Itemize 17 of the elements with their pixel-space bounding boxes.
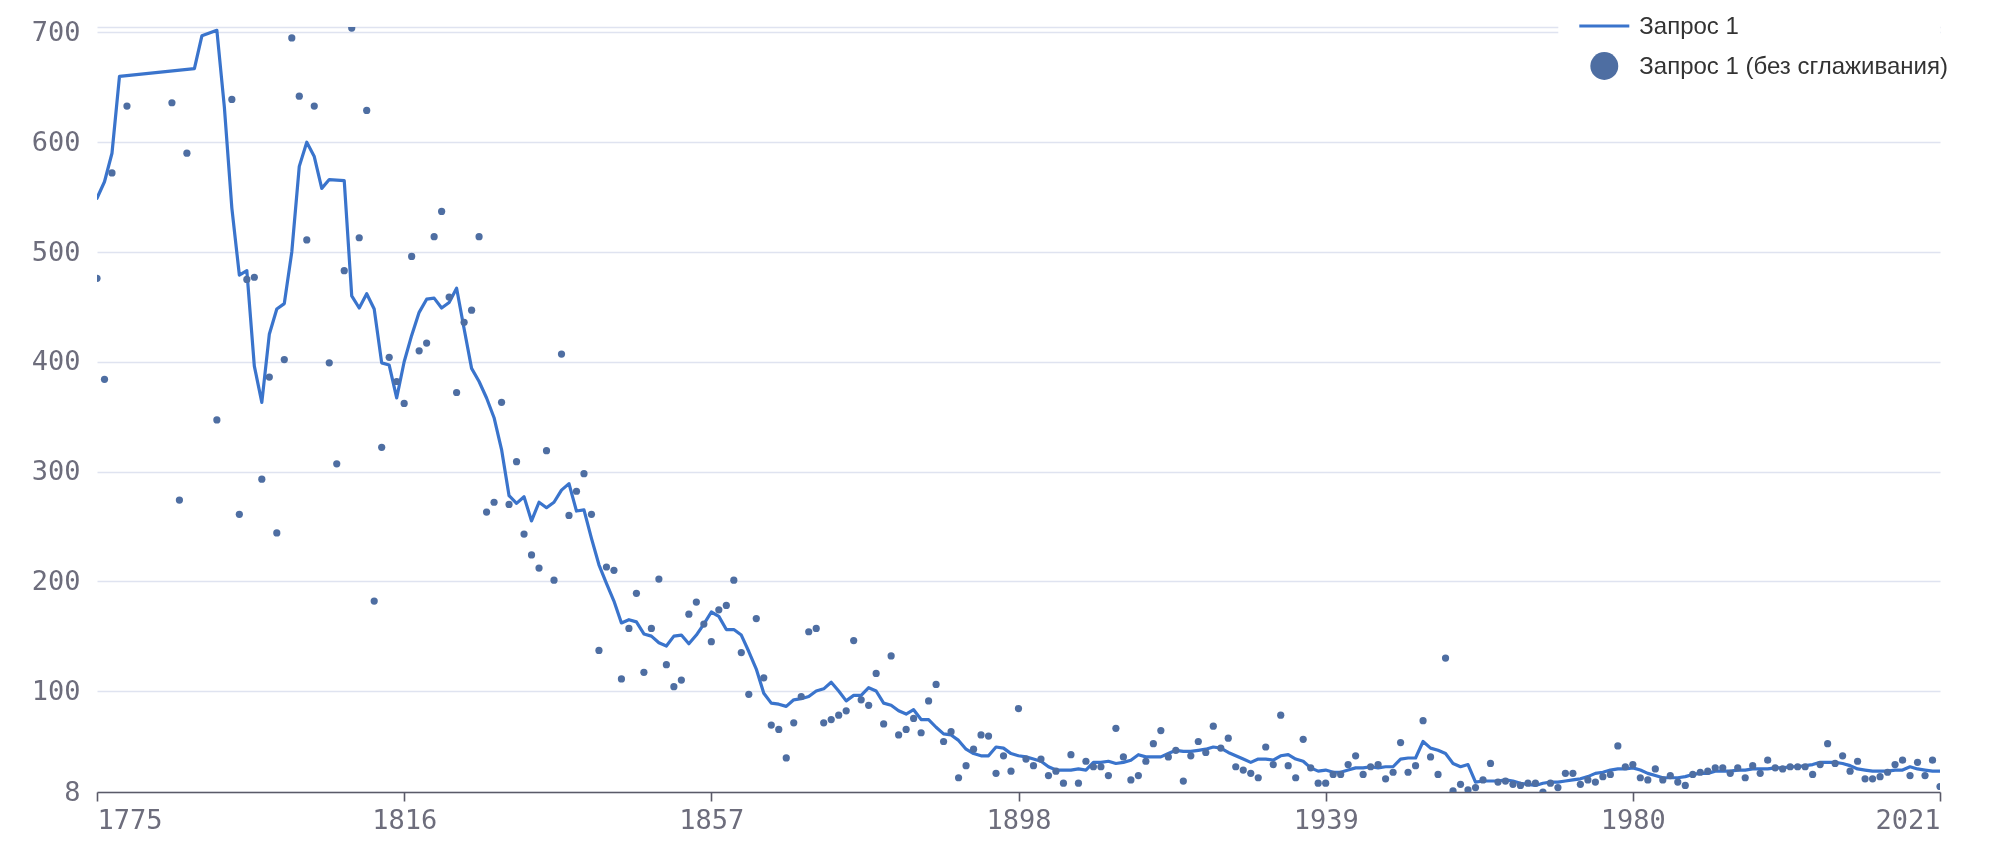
legend-label: Запрос 1 (без сглаживания) <box>1639 52 1949 79</box>
y-tick-label: 400 <box>31 345 81 377</box>
y-tick-label: 8 <box>64 775 81 807</box>
y-tick-label: 100 <box>31 674 81 706</box>
x-tick-label: 1980 <box>1600 803 1666 835</box>
legend-label: Запрос 1 <box>1639 12 1739 39</box>
y-tick-label: 200 <box>31 564 81 596</box>
x-tick-label: 1898 <box>986 803 1052 835</box>
y-tick-label: 600 <box>31 125 81 157</box>
x-tick-label: 1816 <box>372 803 438 835</box>
x-tick-label: 2021 <box>1875 803 1941 835</box>
x-tick-label: 1939 <box>1293 803 1359 835</box>
x-tick-label: 1775 <box>97 803 163 835</box>
y-tick-label: 300 <box>31 455 81 487</box>
y-tick-label: 700 <box>31 15 81 47</box>
x-tick-label: 1857 <box>679 803 745 835</box>
y-tick-label: 500 <box>31 235 81 267</box>
